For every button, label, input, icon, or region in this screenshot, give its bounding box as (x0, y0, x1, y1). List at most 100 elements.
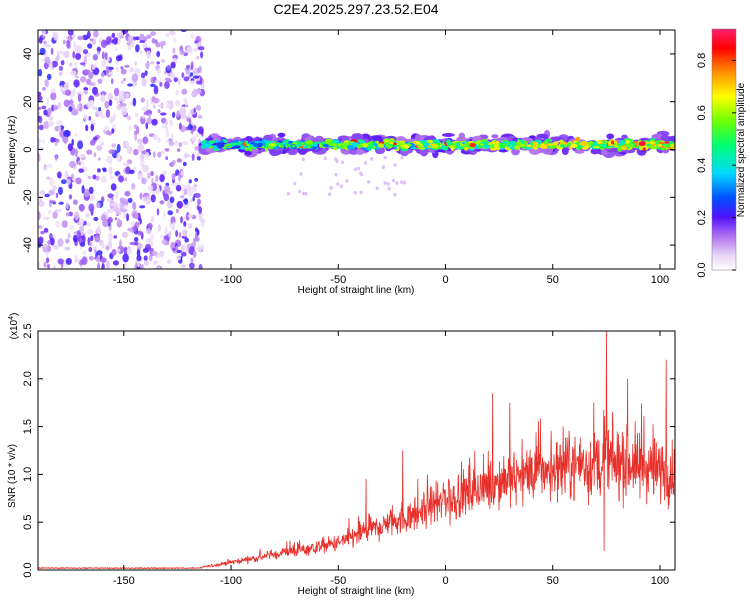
spectrogram-noise-dot (126, 247, 132, 255)
spectrogram-noise-dot (83, 188, 90, 198)
snr-y-tick-label: 2.0 (22, 371, 34, 386)
spectrogram-noise-dot (79, 154, 86, 158)
spectrogram-noise-dot (124, 64, 130, 68)
spectrogram-band-cell (567, 142, 572, 146)
spectrogram-faint-dot (293, 181, 297, 186)
spectrogram-noise-dot (66, 40, 71, 49)
spectrogram-noise-dot (87, 229, 94, 235)
spectrogram-noise-dot (128, 169, 135, 174)
spectrogram-band-cell (485, 145, 490, 149)
spectrogram-noise-dot (120, 68, 127, 75)
spectrogram-noise-dot (112, 260, 119, 266)
spectrogram-noise-dot (58, 72, 63, 76)
spectrogram-band-cell (592, 145, 600, 149)
spectrogram-band-base (651, 133, 664, 139)
snr-series-line (38, 331, 675, 570)
spectrogram-noise-dot (139, 217, 142, 225)
spectrogram-noise-dot (171, 181, 176, 187)
spectrogram-panel: -150 -100 -50 0 50 100 -40 -20 0 20 40 Height of … (7, 29, 676, 296)
spectrogram-band-cell (619, 139, 625, 145)
spectrogram-noise-dot (74, 148, 79, 158)
spectrogram-noise-dot (47, 107, 52, 115)
spectrogram-faint-dot (301, 157, 305, 162)
spectrogram-band-cell (322, 143, 329, 148)
spectrogram-noise-dot (184, 237, 189, 243)
spectrogram-noise-dot (102, 168, 107, 173)
spectrogram-noise-dot (163, 193, 170, 202)
spectrogram-faint-dot (329, 186, 333, 190)
spectrogram-band-cell (362, 142, 369, 148)
spectrogram-noise-dot (82, 34, 89, 41)
spectrogram-band-cell (481, 141, 490, 145)
spectrogram-band-cell (454, 141, 462, 144)
spectrogram-noise-dot (167, 210, 173, 216)
spectrogram-noise-dot (164, 148, 170, 152)
spectrogram-noise-dot (191, 136, 197, 142)
spectrogram-noise-dot (195, 55, 200, 60)
spectrogram-noise-dot (74, 61, 78, 70)
spectrogram-noise-dot (142, 164, 149, 173)
spectrogram-x-ticks: -150 -100 -50 0 50 100 (113, 30, 669, 286)
spectrogram-y-tick-label: 40 (22, 48, 34, 60)
snr-x-tick-label: -100 (220, 575, 242, 587)
spectrogram-noise-dot (143, 111, 149, 116)
spectrogram-noise-dot (167, 259, 171, 264)
snr-x-tick-label: 100 (651, 575, 669, 587)
spectrogram-noise-dot (42, 30, 46, 37)
spectrogram-band-cell (340, 142, 347, 146)
spectrogram-noise-dot (108, 149, 116, 155)
spectrogram-noise-dot (77, 104, 81, 109)
spectrogram-noise-dot (180, 264, 186, 268)
spectrogram-noise-dot (73, 40, 77, 50)
spectrogram-band-cell (657, 143, 663, 148)
spectrogram-faint-dot (359, 171, 363, 176)
spectrogram-noise-dot (89, 38, 94, 42)
spectrogram-band-cell (389, 140, 396, 142)
spectrogram-noise-dot (191, 153, 195, 161)
spectrogram-noise-dot (188, 118, 192, 125)
spectrogram-y-tick-label: 0 (22, 146, 34, 152)
spectrogram-noise-dot (100, 257, 107, 264)
spectrogram-noise-dot (201, 84, 205, 89)
spectrogram-noise-dot (53, 31, 59, 41)
spectrogram-noise-dot (43, 261, 47, 268)
spectrogram-band-base (355, 148, 365, 155)
spectrogram-noise-dot (113, 87, 120, 97)
spectrogram-noise-dot (122, 162, 130, 167)
spectrogram-x-label: Height of straight line (km) (298, 285, 415, 296)
spectrogram-noise-dot (70, 110, 78, 116)
spectrogram-noise-dot (176, 200, 183, 209)
spectrogram-noise-dot (110, 183, 117, 191)
spectrogram-noise-dot (137, 143, 144, 152)
spectrogram-faint-dot (381, 165, 385, 169)
spectrogram-noise-dot (143, 260, 149, 266)
snr-y-scale: (x104) (8, 313, 20, 340)
spectrogram-noise-dot (56, 120, 63, 126)
spectrogram-noise-dot (151, 250, 158, 257)
spectrogram-band-cell (593, 141, 598, 147)
spectrogram-noise-dot (86, 149, 93, 155)
spectrogram-noise-dot (80, 241, 86, 247)
spectrogram-noise-dot (78, 161, 81, 165)
spectrogram-noise-dot (170, 216, 176, 225)
spectrogram-band-base (297, 148, 307, 154)
spectrogram-faint-dot (359, 190, 363, 195)
spectrogram-band-base (210, 133, 220, 138)
spectrogram-band-cell (629, 143, 634, 148)
spectrogram-noise-dot (183, 188, 188, 196)
spectrogram-noise-dot (92, 174, 97, 180)
spectrogram-noise-dot (200, 221, 205, 228)
spectrogram-noise-dot (176, 158, 183, 163)
spectrogram-band-cell (458, 146, 465, 149)
spectrogram-noise-dot (111, 78, 114, 85)
spectrogram-noise-dot (113, 112, 116, 121)
spectrogram-noise-dot (94, 234, 101, 243)
spectrogram-noise-dot (43, 40, 48, 45)
spectrogram-noise-dot (52, 264, 57, 269)
spectrogram-band-cell (526, 144, 532, 147)
spectrogram-noise-dot (156, 61, 160, 65)
spectrogram-noise-dot (187, 201, 191, 207)
spectrogram-noise-dot (198, 264, 203, 269)
spectrogram-noise-dot (114, 190, 119, 200)
